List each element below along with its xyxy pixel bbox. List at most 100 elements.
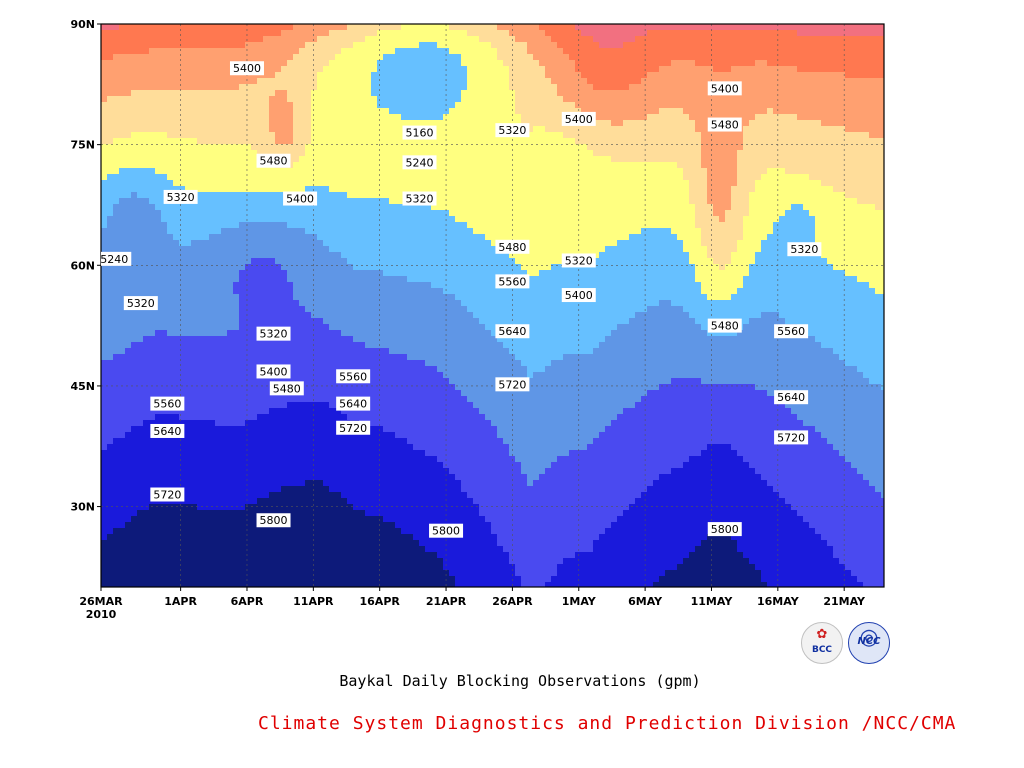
contour-cell <box>239 222 246 229</box>
contour-cell <box>527 210 534 217</box>
contour-cell <box>467 66 474 73</box>
contour-cell <box>803 228 810 235</box>
contour-cell <box>713 180 720 187</box>
contour-cell <box>341 90 348 97</box>
contour-cell <box>101 126 108 133</box>
contour-cell <box>713 186 720 193</box>
contour-cell <box>455 114 462 121</box>
contour-cell <box>803 48 810 55</box>
contour-cell <box>335 192 342 199</box>
contour-cell <box>845 78 852 85</box>
contour-cell <box>371 36 378 43</box>
contour-cell <box>155 132 162 139</box>
contour-cell <box>365 174 372 181</box>
contour-cell <box>833 102 840 109</box>
contour-cell <box>827 42 834 49</box>
contour-cell <box>239 36 246 43</box>
contour-cell <box>389 216 396 223</box>
contour-cell <box>467 222 474 229</box>
contour-cell <box>335 90 342 97</box>
contour-cell <box>461 54 468 61</box>
contour-cell <box>323 198 330 205</box>
contour-cell <box>545 150 552 157</box>
contour-cell <box>659 54 666 61</box>
contour-cell <box>689 210 696 217</box>
contour-cell <box>221 84 228 91</box>
contour-cell <box>371 120 378 127</box>
contour-cell <box>653 120 660 127</box>
contour-cell <box>467 108 474 115</box>
contour-cell <box>521 150 528 157</box>
contour-cell <box>389 186 396 193</box>
contour-cell <box>851 138 858 145</box>
contour-cell <box>599 66 606 73</box>
contour-cell <box>857 234 864 241</box>
contour-cell <box>791 198 798 205</box>
contour-cell <box>551 96 558 103</box>
contour-cell <box>737 30 744 37</box>
contour-cell <box>449 36 456 43</box>
contour-cell <box>641 42 648 49</box>
contour-cell <box>371 240 378 247</box>
contour-cell <box>131 144 138 151</box>
contour-cell <box>347 132 354 139</box>
contour-cell <box>617 180 624 187</box>
contour-cell <box>587 216 594 223</box>
contour-cell <box>743 60 750 67</box>
contour-cell <box>767 204 774 211</box>
contour-cell <box>839 210 846 217</box>
contour-cell <box>491 24 498 31</box>
contour-cell <box>161 138 168 145</box>
contour-cell <box>113 84 120 91</box>
contour-cell <box>203 114 210 121</box>
contour-cell <box>491 174 498 181</box>
contour-cell <box>791 132 798 139</box>
contour-cell <box>491 168 498 175</box>
contour-cell <box>749 60 756 67</box>
contour-cell <box>863 96 870 103</box>
contour-cell <box>599 204 606 211</box>
contour-cell <box>527 30 534 37</box>
contour-cell <box>119 132 126 139</box>
contour-cell <box>383 90 390 97</box>
contour-cell <box>683 216 690 223</box>
contour-cell <box>671 234 678 241</box>
contour-cell <box>425 24 432 31</box>
contour-cell <box>179 246 186 253</box>
contour-cell <box>695 66 702 73</box>
contour-cell <box>113 96 120 103</box>
contour-cell <box>851 30 858 37</box>
contour-cell <box>755 120 762 127</box>
contour-cell <box>359 78 366 85</box>
contour-cell <box>629 48 636 55</box>
contour-cell <box>119 84 126 91</box>
contour-cell <box>485 114 492 121</box>
contour-cell <box>827 222 834 229</box>
contour-cell <box>581 198 588 205</box>
contour-cell <box>743 42 750 49</box>
contour-cell <box>383 144 390 151</box>
contour-cell <box>827 36 834 43</box>
contour-cell <box>221 150 228 157</box>
contour-cell <box>833 156 840 163</box>
contour-cell <box>833 138 840 145</box>
contour-cell <box>815 228 822 235</box>
contour-cell <box>107 48 114 55</box>
contour-cell <box>401 210 408 217</box>
contour-cell <box>857 102 864 109</box>
contour-cell <box>395 54 402 61</box>
contour-cell <box>701 78 708 85</box>
contour-cell <box>545 210 552 217</box>
contour-cell <box>323 48 330 55</box>
contour-cell <box>149 132 156 139</box>
contour-cell <box>743 210 750 217</box>
contour-cell <box>611 186 618 193</box>
contour-cell <box>281 168 288 175</box>
contour-cell <box>155 126 162 133</box>
contour-cell <box>185 168 192 175</box>
contour-cell <box>617 222 624 229</box>
contour-cell <box>467 132 474 139</box>
contour-cell <box>713 30 720 37</box>
contour-cell <box>659 102 666 109</box>
contour-cell <box>443 198 450 205</box>
